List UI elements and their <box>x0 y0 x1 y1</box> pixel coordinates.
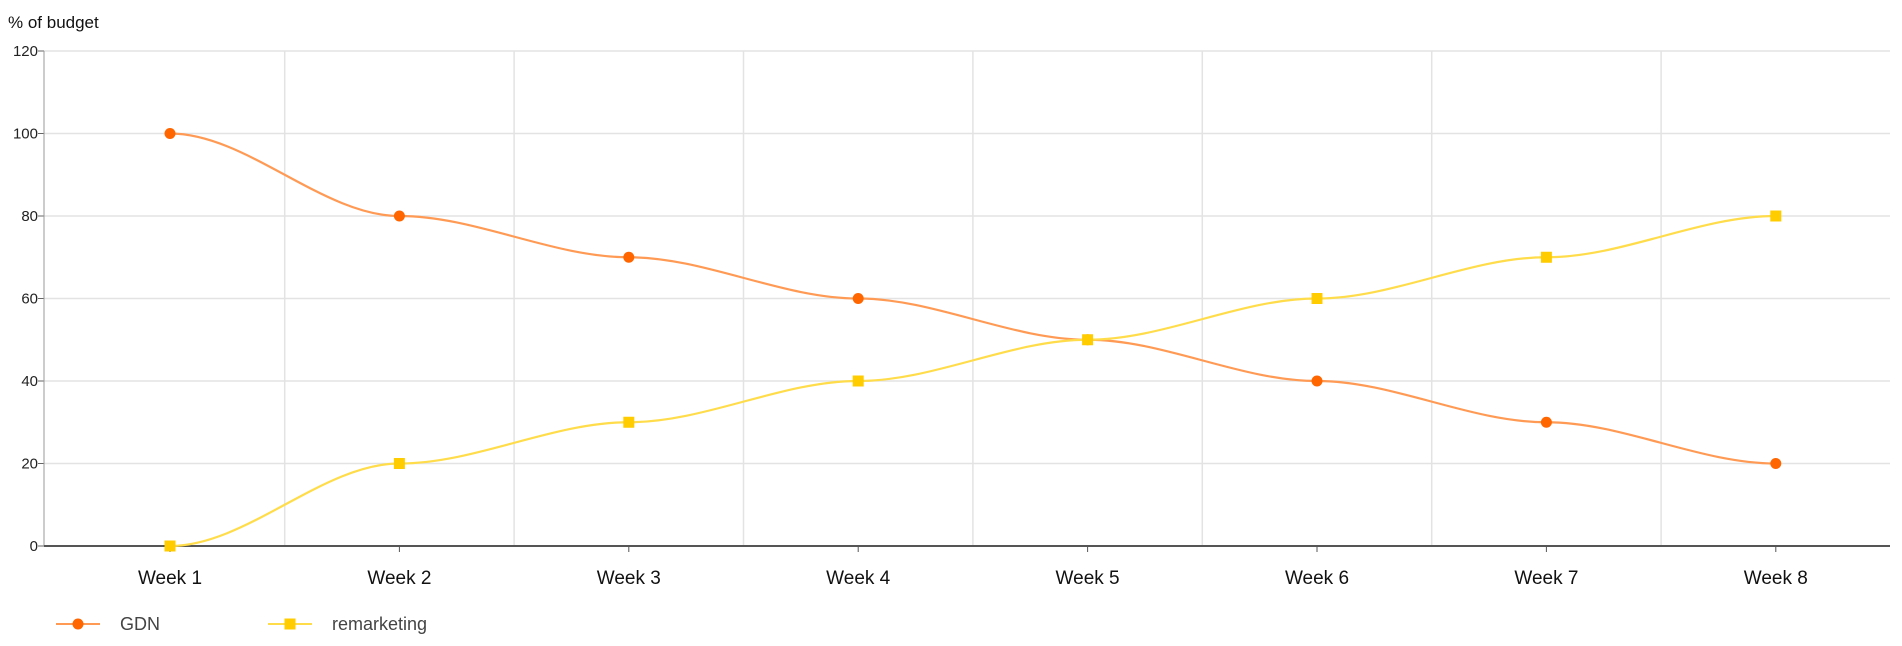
x-tick-label: Week 3 <box>597 568 661 589</box>
y-tick-label: 40 <box>21 373 38 390</box>
data-point-gdn <box>1770 458 1782 469</box>
grid-layer <box>44 50 1890 546</box>
data-point-remarketing <box>1770 210 1782 222</box>
data-point-remarketing <box>1311 293 1323 304</box>
data-point-gdn <box>1311 375 1323 387</box>
x-tick-label: Week 6 <box>1285 568 1349 589</box>
legend-label-remarketing: remarketing <box>332 614 427 634</box>
legend-marker-gdn <box>72 618 84 630</box>
x-tick-label: Week 8 <box>1744 568 1808 589</box>
data-point-remarketing <box>164 540 176 552</box>
y-tick-label: 0 <box>30 538 38 555</box>
y-tick-label: 60 <box>21 291 38 308</box>
data-point-gdn <box>1540 416 1552 428</box>
data-point-gdn <box>623 251 635 263</box>
data-point-remarketing <box>1540 251 1552 263</box>
series-line-gdn <box>169 132 1776 465</box>
x-tick-label: Week 7 <box>1514 568 1578 589</box>
data-point-remarketing <box>1082 334 1094 346</box>
x-tick-label: Week 1 <box>138 568 202 589</box>
series-layer <box>164 128 1782 552</box>
y-tick-label: 100 <box>13 126 38 143</box>
x-tick-label: Week 2 <box>367 568 431 589</box>
x-tick-label: Week 5 <box>1056 568 1120 589</box>
y-tick-label: 120 <box>13 43 38 60</box>
y-tick-label: 80 <box>21 208 38 225</box>
y-tick-label: 20 <box>21 456 38 473</box>
axis-layer: 0 20 40 60 80 100 120 Week 1 Week 2 Week 3 Week 4 W… <box>13 43 1890 589</box>
data-point-gdn <box>852 293 864 304</box>
legend-label-gdn: GDN <box>120 614 160 634</box>
data-point-gdn <box>164 128 176 139</box>
data-point-remarketing <box>623 416 635 428</box>
x-tick-label: Week 4 <box>826 568 891 589</box>
series-line-remarketing <box>169 214 1776 548</box>
y-axis-label: % of budget <box>8 13 99 32</box>
legend: GDN remarketing <box>56 614 427 634</box>
data-point-gdn <box>393 210 405 222</box>
data-point-remarketing <box>393 458 405 469</box>
data-point-remarketing <box>852 375 864 387</box>
legend-marker-remarketing <box>284 618 296 630</box>
